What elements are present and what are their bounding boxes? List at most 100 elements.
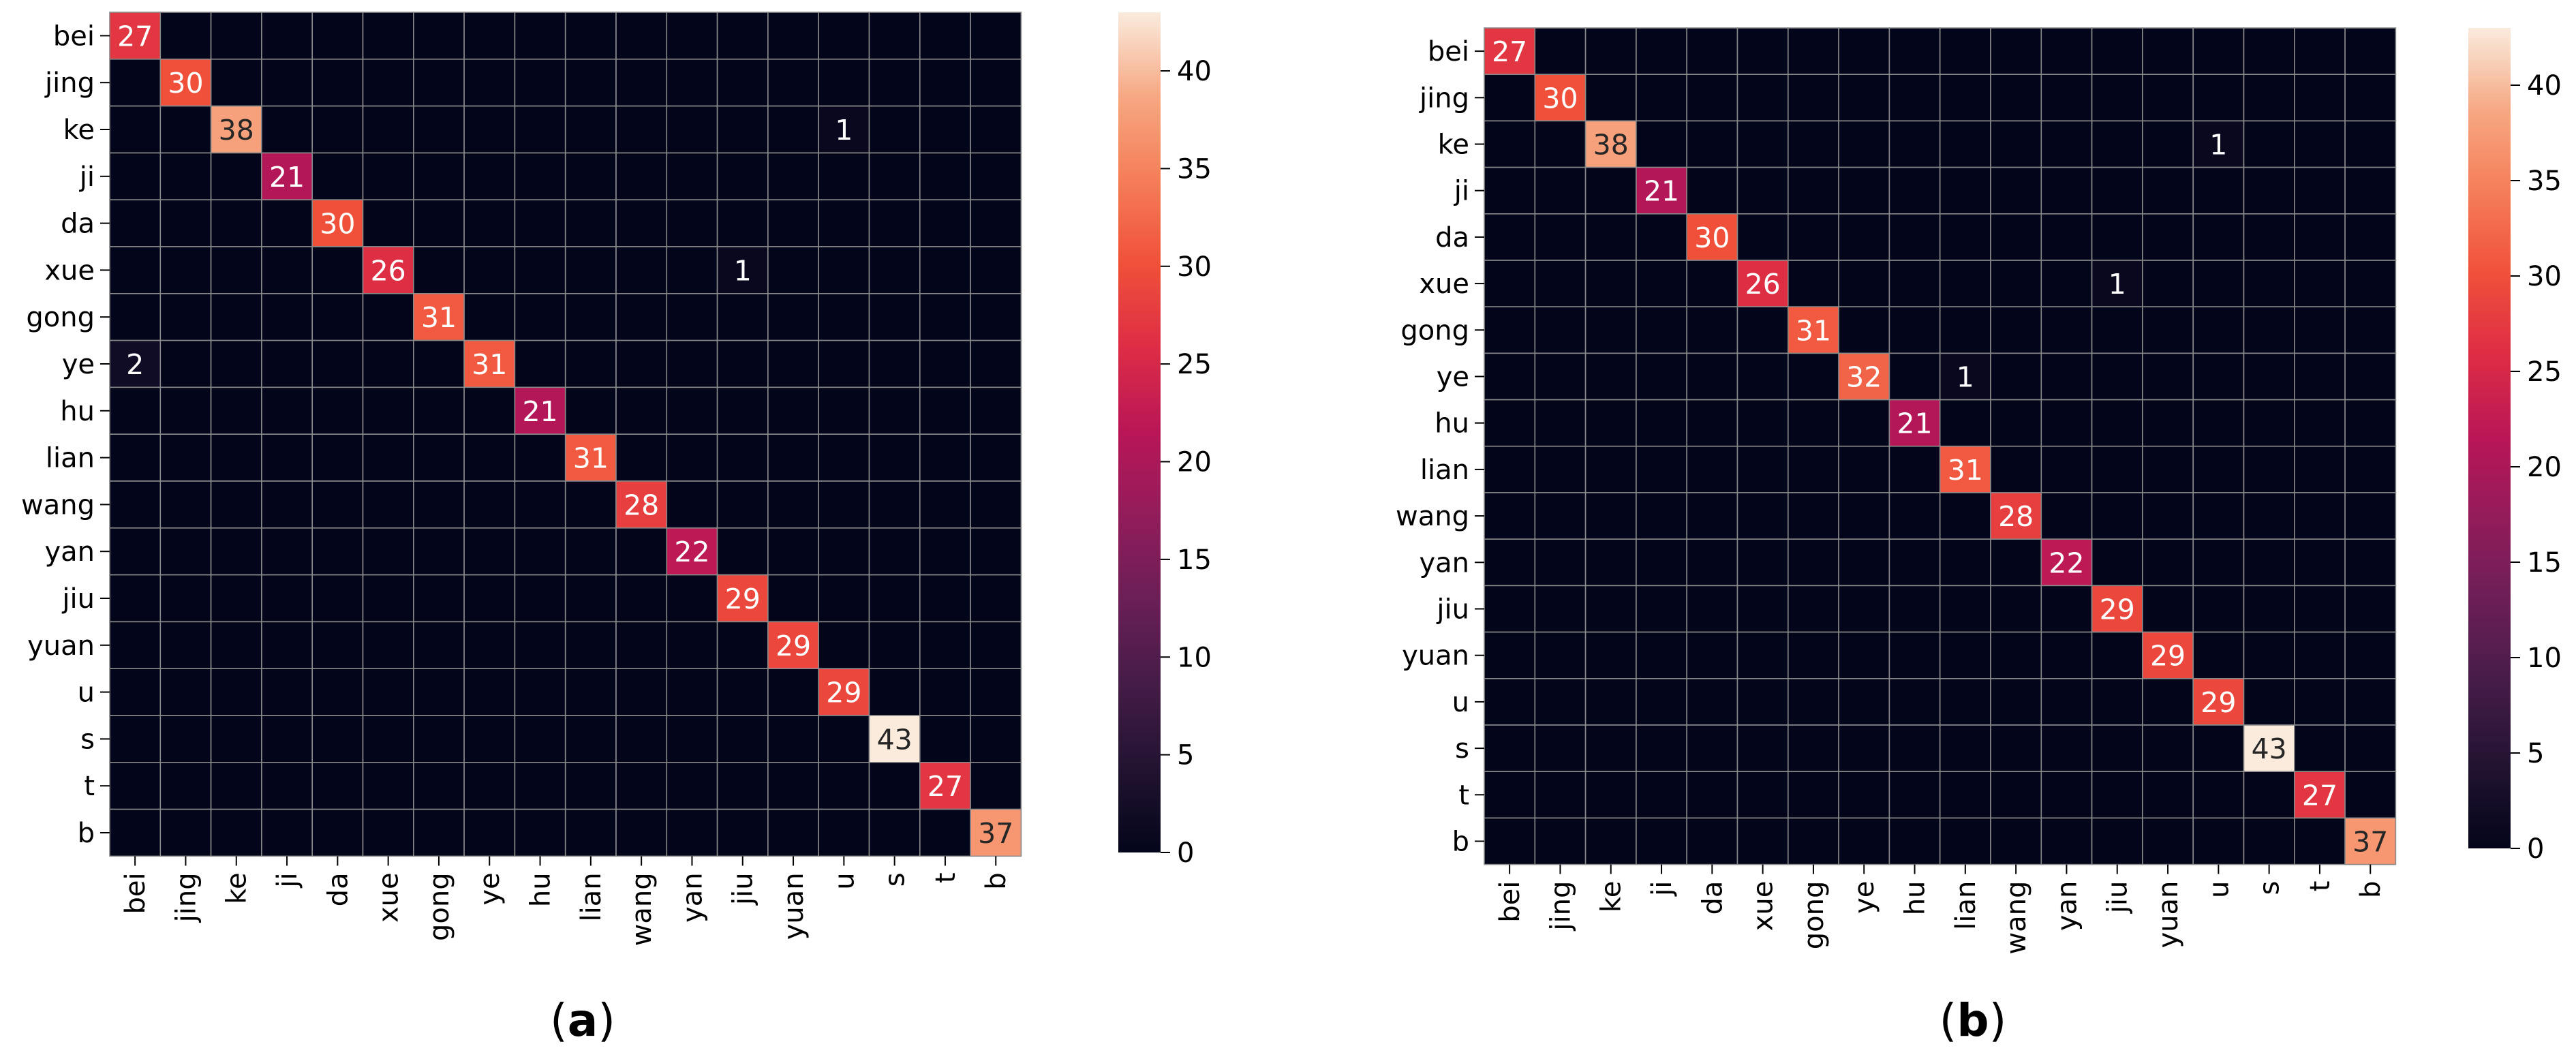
x-tick-label: s <box>2254 881 2286 895</box>
heatmap-cell-wang-b <box>970 480 1022 529</box>
cell-value-label: 27 <box>1492 35 1527 68</box>
heatmap-cell-ji-b <box>970 152 1022 200</box>
heatmap-cell-hu-yuan <box>767 386 820 435</box>
heatmap-cell-hu-b <box>2344 399 2397 447</box>
x-tick-label: yuan <box>2153 881 2184 949</box>
heatmap-cell-wang-da <box>1686 492 1738 540</box>
heatmap-cell-lian-yuan <box>767 433 820 482</box>
heatmap-cell-t-lian <box>564 762 617 810</box>
heatmap-cell-ji-jiu <box>716 152 769 200</box>
heatmap-cell-hu-hu <box>514 386 566 435</box>
heatmap-cell-hu-ye <box>1838 399 1890 447</box>
heatmap-cell-da-ke <box>1584 213 1637 261</box>
heatmap-cell-lian-bei <box>1484 445 1536 493</box>
heatmap-cell-da-hu <box>514 199 566 247</box>
heatmap-cell-s-xue <box>362 715 414 763</box>
heatmap-cell-gong-yan <box>666 292 718 341</box>
heatmap-cell-yan-hu <box>514 527 566 576</box>
heatmap-cell-b-wang <box>615 808 668 857</box>
heatmap-cell-ke-xue <box>1736 120 1789 168</box>
heatmap-cell-hu-t <box>919 386 971 435</box>
heatmap-cell-b-bei <box>1484 817 1536 865</box>
heatmap-cell-wang-yuan <box>2142 492 2194 540</box>
heatmap-cell-bei-da <box>1686 27 1738 75</box>
heatmap-cell-t-wang <box>1990 771 2042 819</box>
heatmap-cell-wang-u <box>2192 492 2245 540</box>
heatmap-cell-wang-ke <box>1584 492 1637 540</box>
heatmap-cell-yan-jing <box>1534 538 1586 587</box>
heatmap-cell-yuan-b <box>2344 631 2397 679</box>
heatmap-cell-yuan-xue <box>362 621 414 670</box>
y-tick-label: ke <box>1438 129 1469 161</box>
heatmap-cell-yan-xue <box>362 527 414 576</box>
heatmap-cell-bei-s <box>868 12 921 60</box>
heatmap-cell-ye-s <box>868 339 921 388</box>
heatmap-cell-lian-bei <box>109 433 162 482</box>
heatmap-cell-s-gong <box>1788 724 1839 772</box>
heatmap-cell-ke-t <box>2294 120 2346 168</box>
cell-value-label: 21 <box>522 395 557 428</box>
heatmap-cell-xue-ji <box>1636 260 1687 307</box>
heatmap-cell-ji-ji <box>1636 166 1687 215</box>
y-tick-label: xue <box>1419 268 1469 300</box>
heatmap-cell-jing-gong <box>1788 74 1839 122</box>
x-tick-label: u <box>2203 881 2235 898</box>
heatmap-cell-u-lian <box>564 668 617 716</box>
heatmap-cell-yuan-bei <box>1484 631 1536 679</box>
heatmap-cell-jing-da <box>311 59 364 107</box>
heatmap-cell-jiu-ji <box>1636 585 1687 633</box>
y-tick-label: jiu <box>61 583 95 615</box>
heatmap-cell-jing-hu <box>1888 74 1941 122</box>
heatmap-cell-b-jing <box>1534 817 1586 865</box>
heatmap-cell-s-wang <box>1990 724 2042 772</box>
heatmap-cell-u-ye <box>1838 677 1890 726</box>
heatmap-cell-yuan-da <box>1686 631 1738 679</box>
x-tick-label: xue <box>1748 881 1779 932</box>
heatmap-cell-da-ji <box>1636 213 1687 261</box>
x-tick-label: wang <box>626 872 658 946</box>
heatmap-cell-jiu-ye <box>463 574 516 623</box>
heatmap-cell-xue-ji <box>261 246 313 294</box>
heatmap-cell-yan-da <box>1686 538 1738 587</box>
colorbar-tick-label: 30 <box>1177 251 1212 283</box>
heatmap-cell-ke-b <box>970 105 1022 154</box>
cell-value-label: 27 <box>927 770 963 803</box>
heatmap-cell-t-u <box>818 762 870 810</box>
heatmap-cell-wang-s <box>2243 492 2295 540</box>
heatmap-cell-yan-u <box>818 527 870 576</box>
y-tick-label: ye <box>1437 362 1469 393</box>
heatmap-cell-wang-bei <box>109 480 162 529</box>
heatmap-cell-ye-yan <box>666 339 718 388</box>
heatmap-cell-ye-xue <box>362 339 414 388</box>
heatmap-cell-ji-s <box>868 152 921 200</box>
heatmap-cell-hu-ji <box>261 386 313 435</box>
heatmap-cell-s-jing <box>159 715 212 763</box>
heatmap-cell-b-jiu <box>716 808 769 857</box>
heatmap-cell-jiu-yuan <box>767 574 820 623</box>
heatmap-cell-jing-yuan <box>2142 74 2194 122</box>
heatmap-cell-hu-ke <box>210 386 262 435</box>
heatmap-cell-ji-ye <box>1838 166 1890 215</box>
heatmap-cell-ji-bei <box>109 152 162 200</box>
heatmap-cell-da-da <box>1686 213 1738 261</box>
heatmap-cell-xue-wang <box>1990 260 2042 307</box>
heatmap-cell-xue-jiu <box>2091 260 2143 307</box>
heatmap-cell-bei-ji <box>1636 27 1687 75</box>
heatmap-cell-lian-da <box>311 433 364 482</box>
y-tick-label: xue <box>44 255 95 286</box>
heatmap-cell-yan-jiu <box>2091 538 2143 587</box>
heatmap-cell-u-ke <box>210 668 262 716</box>
heatmap-cell-jing-bei <box>1484 74 1536 122</box>
heatmap-cell-wang-lian <box>564 480 617 529</box>
heatmap-cell-gong-xue <box>1736 306 1789 354</box>
heatmap-cell-u-jing <box>1534 677 1586 726</box>
heatmap-cell-jing-xue <box>1736 74 1789 122</box>
heatmap-cell-t-da <box>311 762 364 810</box>
y-tick-label: yuan <box>27 630 95 662</box>
colorbar <box>2468 28 2511 848</box>
heatmap-cell-ye-yan <box>2040 352 2093 401</box>
heatmap-cell-gong-b <box>2344 306 2397 354</box>
heatmap-cell-b-s <box>868 808 921 857</box>
cell-value-label: 1 <box>2209 129 2227 162</box>
heatmap-cell-s-hu <box>1888 724 1941 772</box>
